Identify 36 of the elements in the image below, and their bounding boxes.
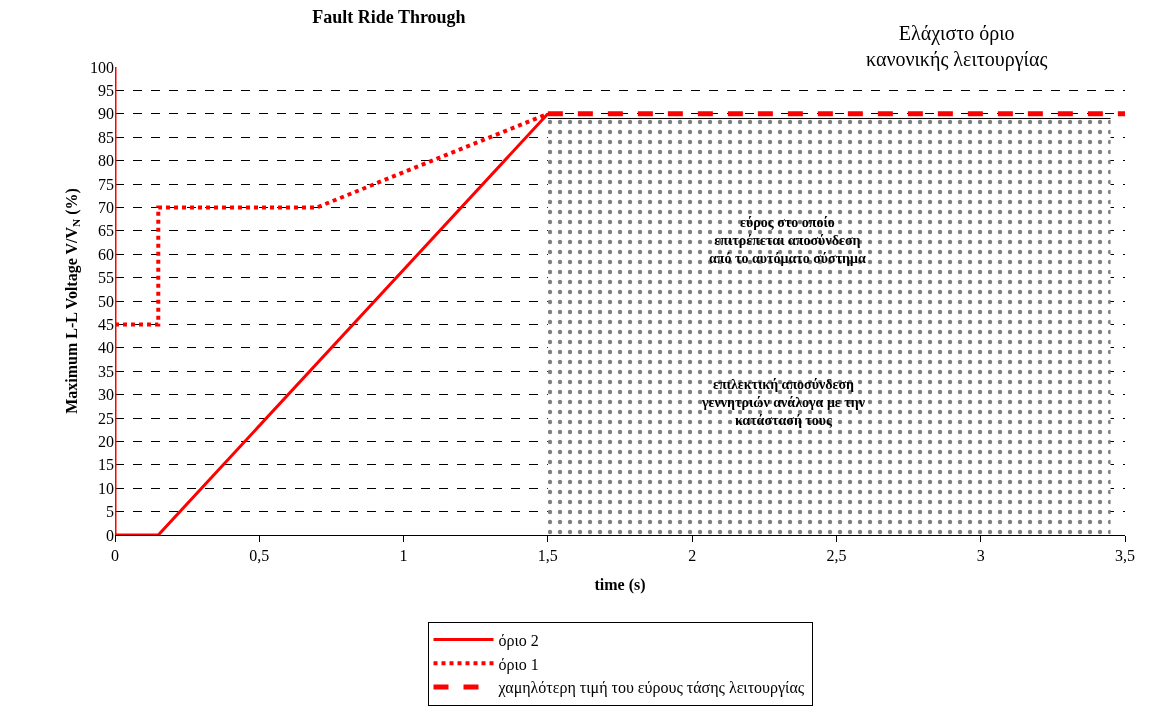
- annotation: Ελάχιστο όριο κανονικής λειτουργίας: [866, 22, 1048, 71]
- legend-label: χαμηλότερη τιμή του εύρους τάσης λειτουργίας: [497, 679, 805, 698]
- y-tick-label: 85: [98, 128, 114, 146]
- y-tick-label: 0: [106, 526, 114, 544]
- x-tick-label: 1: [399, 547, 408, 565]
- legend-label: όριο 2: [498, 631, 539, 650]
- annotation: επιλεκτική αποσύνδεση γεννητριών ανάλογα με την κατάστασή τους: [701, 377, 866, 429]
- y-tick-label: 45: [98, 316, 114, 333]
- x-axis-title: time (s): [594, 575, 646, 594]
- y-tick-label: 55: [98, 269, 114, 287]
- y-tick-label: 80: [98, 152, 114, 170]
- chart-title: Fault Ride Through: [312, 7, 466, 28]
- y-tick-label: 25: [98, 409, 114, 427]
- y-tick-label: 30: [98, 386, 114, 404]
- y-tick-label: 65: [98, 222, 114, 240]
- legend-label: όριο 1: [498, 655, 539, 674]
- y-tick-label: 100: [90, 58, 114, 76]
- y-tick-label: 40: [98, 339, 114, 357]
- x-tick-label: 3: [976, 547, 985, 565]
- y-tick-label: 5: [106, 503, 114, 521]
- y-tick-label: 10: [98, 479, 114, 497]
- x-tick-label: 1,5: [537, 547, 558, 565]
- y-tick-label: 90: [98, 105, 114, 123]
- y-tick-label: 75: [98, 175, 114, 193]
- y-tick-label: 35: [98, 362, 114, 380]
- y-tick-label: 60: [98, 245, 114, 263]
- x-tick-label: 2,5: [826, 547, 847, 565]
- x-tick-label: 3,5: [1115, 547, 1135, 565]
- y-tick-label: 50: [98, 292, 114, 310]
- x-tick-label: 0,5: [249, 547, 270, 565]
- x-tick-label: 2: [688, 547, 697, 565]
- y-tick-label: 95: [98, 82, 114, 99]
- y-tick-label: 70: [98, 199, 114, 216]
- y-tick-label: 15: [98, 456, 114, 474]
- y-tick-label: 20: [98, 433, 114, 450]
- annotation: εύρος στο οποίο επιτρέπεται αποσύνδεση από το αυτόματο σύστημα: [709, 215, 867, 267]
